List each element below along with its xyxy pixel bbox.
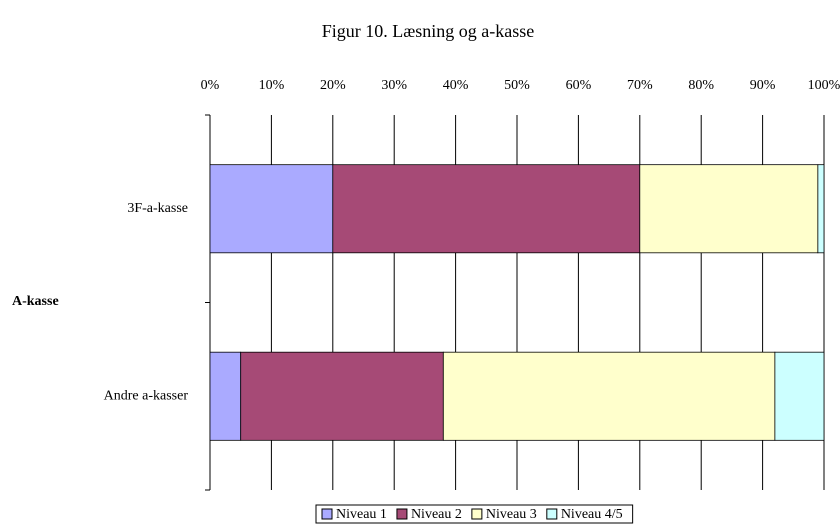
bar-segment <box>209 164 334 254</box>
legend-swatch <box>396 508 408 520</box>
y-tick-label: Andre a-kasser <box>104 388 189 403</box>
x-tick-label: 90% <box>750 78 776 93</box>
y-tick-label: 3F-a-kasse <box>127 201 188 216</box>
legend-label: Niveau 4/5 <box>561 507 623 522</box>
y-axis-label: A-kasse <box>12 294 59 309</box>
x-tick-label: 20% <box>320 78 346 93</box>
x-tick-label: 0% <box>201 78 220 93</box>
bar-segment <box>442 351 776 441</box>
legend-label: Niveau 2 <box>411 507 462 522</box>
x-tick-label: 50% <box>504 78 530 93</box>
x-tick-label: 100% <box>808 78 840 93</box>
bar-segment <box>774 351 825 441</box>
bar-segment <box>639 164 819 254</box>
x-tick-label: 80% <box>688 78 714 93</box>
bar-segment <box>332 164 641 254</box>
x-tick-label: 30% <box>381 78 407 93</box>
x-tick-label: 40% <box>443 78 469 93</box>
bar-segment <box>240 351 444 441</box>
legend-swatch <box>321 508 333 520</box>
chart-title: Figur 10. Læsning og a-kasse <box>322 21 534 41</box>
legend-label: Niveau 3 <box>486 507 537 522</box>
x-tick-label: 60% <box>566 78 592 93</box>
x-tick-label: 10% <box>259 78 285 93</box>
bar-segment <box>209 351 242 441</box>
legend-label: Niveau 1 <box>336 507 387 522</box>
legend-swatch <box>471 508 483 520</box>
bar-segment <box>817 164 825 254</box>
legend-swatch <box>546 508 558 520</box>
x-tick-label: 70% <box>627 78 653 93</box>
